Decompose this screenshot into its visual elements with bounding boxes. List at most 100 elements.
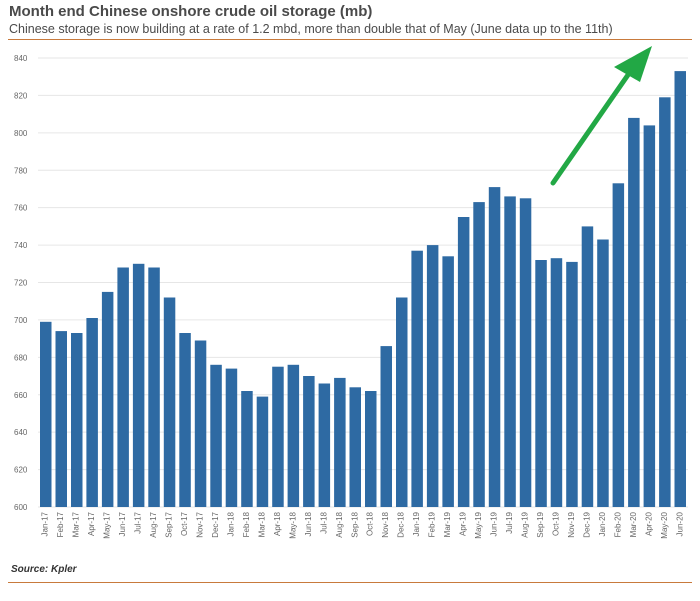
x-tick-label: Aug-17	[149, 511, 158, 537]
chart-title: Month end Chinese onshore crude oil stor…	[9, 3, 373, 20]
x-tick-label: Jan-20	[598, 511, 607, 536]
y-tick-label: 600	[14, 503, 28, 512]
bars	[40, 71, 686, 508]
x-axis-ticks: Jan-17 Feb-17 Mar-17 Apr-17 May-17 Jun-17 Jul-…	[41, 511, 685, 538]
y-tick-label: 820	[14, 91, 28, 100]
bar	[71, 333, 83, 507]
x-tick-label: Feb-18	[242, 511, 251, 537]
x-tick-label: Aug-19	[521, 511, 530, 537]
bar	[318, 383, 331, 507]
bar	[535, 260, 547, 507]
bottom-rule	[8, 582, 692, 583]
x-tick-label: Jun-19	[490, 511, 499, 536]
bar	[504, 196, 516, 507]
bar	[241, 391, 253, 507]
x-tick-label: Feb-19	[428, 511, 437, 537]
title-rule	[8, 39, 692, 40]
y-tick-label: 680	[14, 353, 28, 362]
x-tick-label: Dec-18	[397, 511, 406, 537]
bar	[272, 366, 284, 507]
x-tick-label: Oct-19	[552, 511, 561, 536]
x-tick-label: Oct-17	[180, 511, 189, 536]
bar	[179, 333, 191, 507]
bar	[132, 263, 145, 507]
bar	[411, 250, 423, 507]
y-tick-label: 740	[14, 241, 28, 250]
x-tick-label: Dec-17	[211, 511, 220, 537]
bar	[101, 291, 114, 507]
bar	[457, 217, 470, 507]
bar	[225, 368, 238, 507]
x-tick-label: Sep-18	[350, 511, 359, 537]
x-tick-label: Jun-18	[304, 511, 313, 536]
bar	[659, 97, 671, 508]
bar	[117, 267, 129, 507]
y-tick-label: 800	[14, 129, 28, 138]
bar	[674, 71, 686, 507]
y-tick-label: 660	[14, 391, 28, 400]
bar	[550, 258, 563, 507]
x-tick-label: Sep-17	[165, 511, 174, 537]
bar	[163, 297, 176, 507]
x-tick-label: May-20	[660, 511, 669, 538]
bar	[643, 125, 656, 508]
bar	[581, 226, 594, 507]
bar	[473, 202, 485, 507]
bar	[628, 117, 640, 508]
x-tick-label: Nov-18	[381, 511, 390, 537]
x-tick-label: Jan-19	[412, 511, 421, 536]
bar	[194, 340, 207, 507]
x-tick-label: Dec-19	[582, 511, 591, 537]
bar	[426, 245, 439, 507]
bar	[287, 364, 300, 507]
chart-subtitle: Chinese storage is now building at a rat…	[9, 22, 613, 36]
x-tick-label: Mar-18	[257, 511, 266, 537]
x-tick-label: Jul-17	[134, 511, 143, 533]
arrow-head	[614, 46, 652, 82]
bar	[396, 297, 408, 507]
y-tick-label: 760	[14, 204, 28, 213]
bar	[40, 321, 52, 507]
bar	[210, 364, 222, 507]
x-tick-label: Apr-18	[273, 511, 282, 536]
bar	[55, 331, 67, 507]
trend-arrow	[550, 46, 652, 186]
x-tick-label: Aug-18	[335, 511, 344, 537]
bar	[597, 239, 609, 507]
x-tick-label: Apr-19	[459, 511, 468, 536]
y-tick-label: 840	[14, 54, 28, 63]
y-tick-label: 780	[14, 166, 28, 175]
bar	[86, 318, 98, 507]
x-tick-label: May-17	[103, 511, 112, 538]
x-tick-label: Sep-19	[536, 511, 545, 537]
bar	[148, 267, 160, 507]
bar	[256, 396, 269, 507]
x-tick-label: Nov-17	[196, 511, 205, 537]
bar	[566, 261, 578, 507]
x-tick-label: Feb-20	[613, 511, 622, 537]
bar	[442, 256, 454, 507]
bar	[488, 187, 501, 507]
bar	[349, 387, 361, 507]
x-tick-label: Jun-20	[675, 511, 684, 536]
x-tick-label: Mar-19	[443, 511, 452, 537]
x-tick-label: Feb-17	[56, 511, 65, 537]
bar	[519, 198, 532, 508]
x-tick-label: May-19	[474, 511, 483, 538]
x-tick-label: Nov-19	[567, 511, 576, 537]
x-tick-label: Apr-20	[644, 511, 653, 536]
x-tick-label: Apr-17	[87, 511, 96, 536]
gridlines	[38, 57, 688, 508]
x-tick-label: Jul-18	[319, 511, 328, 533]
x-tick-label: Oct-18	[366, 511, 375, 536]
x-tick-label: Jul-19	[505, 511, 514, 533]
x-tick-label: Jan-17	[41, 511, 50, 536]
source-note: Source: Kpler	[11, 564, 77, 575]
x-tick-label: May-18	[288, 511, 297, 538]
x-tick-label: Mar-20	[629, 511, 638, 537]
bar	[612, 183, 625, 508]
y-tick-label: 640	[14, 428, 28, 437]
bar	[365, 391, 377, 507]
